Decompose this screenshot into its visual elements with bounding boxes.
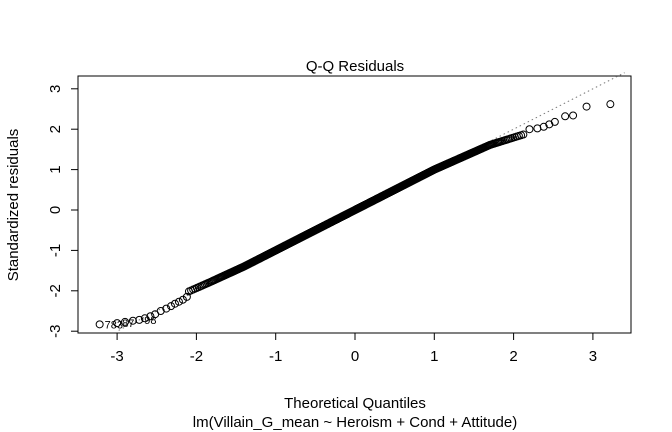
data-point bbox=[113, 319, 122, 328]
x-tick-label: -1 bbox=[269, 348, 282, 365]
y-tick-label: 1 bbox=[47, 165, 64, 173]
points-layer bbox=[95, 100, 615, 329]
y-tick-label: -3 bbox=[47, 325, 64, 338]
data-point bbox=[156, 307, 165, 315]
plot-frame bbox=[77, 75, 632, 334]
data-point bbox=[146, 312, 155, 321]
point-label: 783 bbox=[105, 319, 123, 331]
data-point bbox=[550, 117, 559, 126]
data-point bbox=[140, 314, 149, 323]
y-tick-label: 2 bbox=[47, 125, 64, 133]
y-tick-label: 3 bbox=[47, 85, 64, 93]
data-point bbox=[561, 112, 570, 121]
data-point bbox=[128, 316, 137, 325]
x-axis-label: Theoretical Quantiles bbox=[284, 395, 426, 412]
x-axis: -3 -2 -1 0 1 2 3 bbox=[110, 332, 597, 365]
x-tick-label: 2 bbox=[509, 348, 517, 365]
x-tick-label: -2 bbox=[190, 348, 203, 365]
data-point bbox=[174, 297, 183, 306]
x-tick-label: 1 bbox=[430, 348, 438, 365]
data-point bbox=[582, 102, 591, 111]
data-point bbox=[170, 299, 179, 308]
y-axis: -3 -2 -1 0 1 2 3 bbox=[47, 85, 79, 338]
point-labels: 783 87 98 bbox=[105, 315, 157, 331]
data-point bbox=[135, 315, 144, 324]
data-point bbox=[525, 125, 534, 134]
data-point bbox=[162, 304, 171, 313]
y-tick-label: -1 bbox=[47, 244, 64, 257]
data-point bbox=[182, 292, 191, 301]
point-label: 98 bbox=[144, 315, 156, 327]
y-tick-label: -2 bbox=[47, 284, 64, 297]
data-point bbox=[95, 320, 104, 329]
y-tick-label: 0 bbox=[47, 206, 64, 214]
data-point bbox=[167, 302, 176, 311]
point-label: 87 bbox=[122, 318, 134, 330]
data-point bbox=[178, 295, 187, 304]
x-tick-label: 3 bbox=[589, 348, 597, 365]
chart-title: Q-Q Residuals bbox=[306, 58, 404, 75]
x-tick-label: 0 bbox=[351, 348, 359, 365]
y-axis-label: Standardized residuals bbox=[5, 129, 22, 282]
data-point bbox=[519, 130, 528, 139]
data-point bbox=[569, 111, 578, 120]
data-point bbox=[121, 317, 130, 326]
x-axis-sub-label: lm(Villain_G_mean ~ Heroism + Cond + Att… bbox=[193, 414, 517, 431]
x-tick-label: -3 bbox=[110, 348, 123, 365]
data-point bbox=[606, 100, 615, 109]
